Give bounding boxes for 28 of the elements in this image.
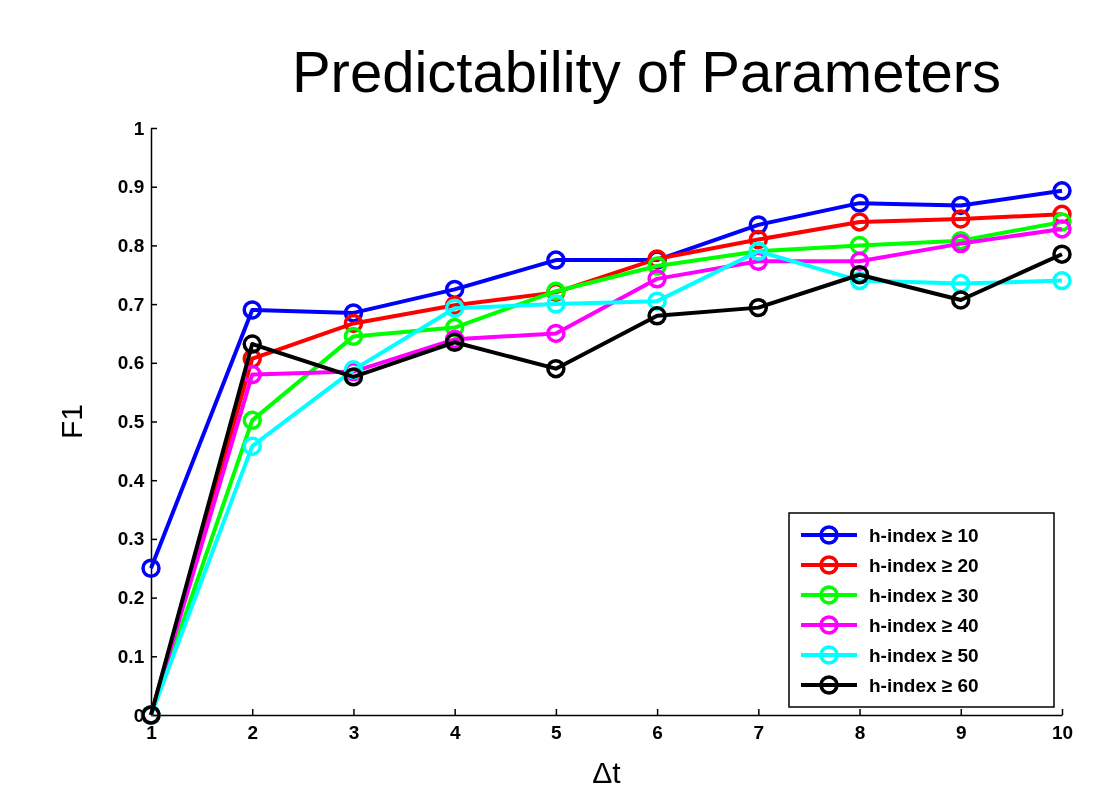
y-tick-label: 0.9 — [117, 176, 145, 198]
legend-label: h-index ≥ 20 — [869, 555, 979, 576]
chart-title: Predictability of Parameters — [291, 39, 1002, 104]
x-tick-label: 6 — [652, 721, 663, 743]
x-tick-label: 7 — [753, 721, 765, 743]
legend-label: h-index ≥ 10 — [869, 525, 979, 546]
x-tick-label: 3 — [348, 721, 360, 743]
y-tick-label: 0.6 — [117, 352, 145, 374]
y-tick-label: 0.2 — [117, 587, 145, 609]
x-tick-label: 2 — [247, 721, 259, 743]
y-tick-label: 0.4 — [117, 469, 145, 491]
x-tick-label: 5 — [551, 721, 563, 743]
legend-label: h-index ≥ 60 — [869, 675, 979, 696]
y-tick-label: 0.7 — [117, 293, 145, 315]
y-tick-label: 1 — [133, 117, 145, 139]
y-axis-title: F1 — [55, 403, 88, 440]
x-tick-label: 9 — [955, 721, 967, 743]
y-tick-label: 0.8 — [117, 234, 145, 256]
y-tick-label: 0.5 — [117, 411, 145, 433]
x-axis-title: Δt — [592, 756, 622, 789]
x-tick-label: 4 — [449, 721, 461, 743]
legend-label: h-index ≥ 40 — [869, 615, 979, 636]
y-tick-label: 0.1 — [117, 645, 145, 667]
x-tick-label: 8 — [854, 721, 866, 743]
x-tick-label: 10 — [1051, 721, 1074, 743]
legend-label: h-index ≥ 30 — [869, 585, 979, 606]
y-tick-label: 0.3 — [117, 528, 145, 550]
legend-label: h-index ≥ 50 — [869, 645, 979, 666]
